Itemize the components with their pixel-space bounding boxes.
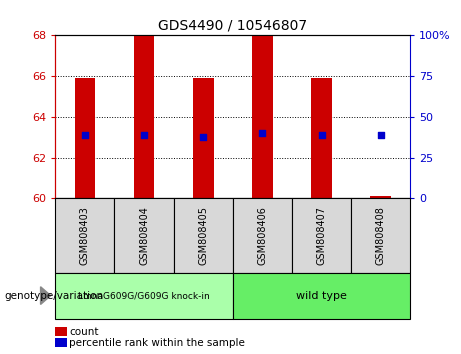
Text: GSM808403: GSM808403 <box>80 206 90 265</box>
Polygon shape <box>41 287 51 304</box>
Bar <box>370 196 391 198</box>
Bar <box>292 198 351 273</box>
Text: GSM808408: GSM808408 <box>376 206 386 265</box>
Bar <box>55 273 233 319</box>
Bar <box>114 198 174 273</box>
Text: percentile rank within the sample: percentile rank within the sample <box>69 338 245 348</box>
Bar <box>174 198 233 273</box>
Point <box>81 132 89 138</box>
Text: count: count <box>69 327 99 337</box>
Point <box>377 132 384 138</box>
Bar <box>252 35 273 198</box>
Bar <box>55 198 114 273</box>
Point <box>259 130 266 136</box>
Bar <box>193 78 213 198</box>
Point <box>200 134 207 140</box>
Point <box>318 132 325 138</box>
Text: LmnaG609G/G609G knock-in: LmnaG609G/G609G knock-in <box>78 291 210 300</box>
Text: GSM808406: GSM808406 <box>257 206 267 265</box>
Text: genotype/variation: genotype/variation <box>5 291 104 301</box>
Bar <box>55 327 67 336</box>
Bar <box>351 198 410 273</box>
Bar <box>233 198 292 273</box>
Bar <box>311 78 332 198</box>
Bar <box>75 78 95 198</box>
Point <box>140 132 148 138</box>
Text: GSM808405: GSM808405 <box>198 206 208 265</box>
Bar <box>134 35 154 198</box>
Text: wild type: wild type <box>296 291 347 301</box>
Text: GSM808407: GSM808407 <box>317 206 326 265</box>
Text: GSM808404: GSM808404 <box>139 206 149 265</box>
Bar <box>55 338 67 347</box>
Bar <box>233 273 410 319</box>
Title: GDS4490 / 10546807: GDS4490 / 10546807 <box>158 19 307 33</box>
